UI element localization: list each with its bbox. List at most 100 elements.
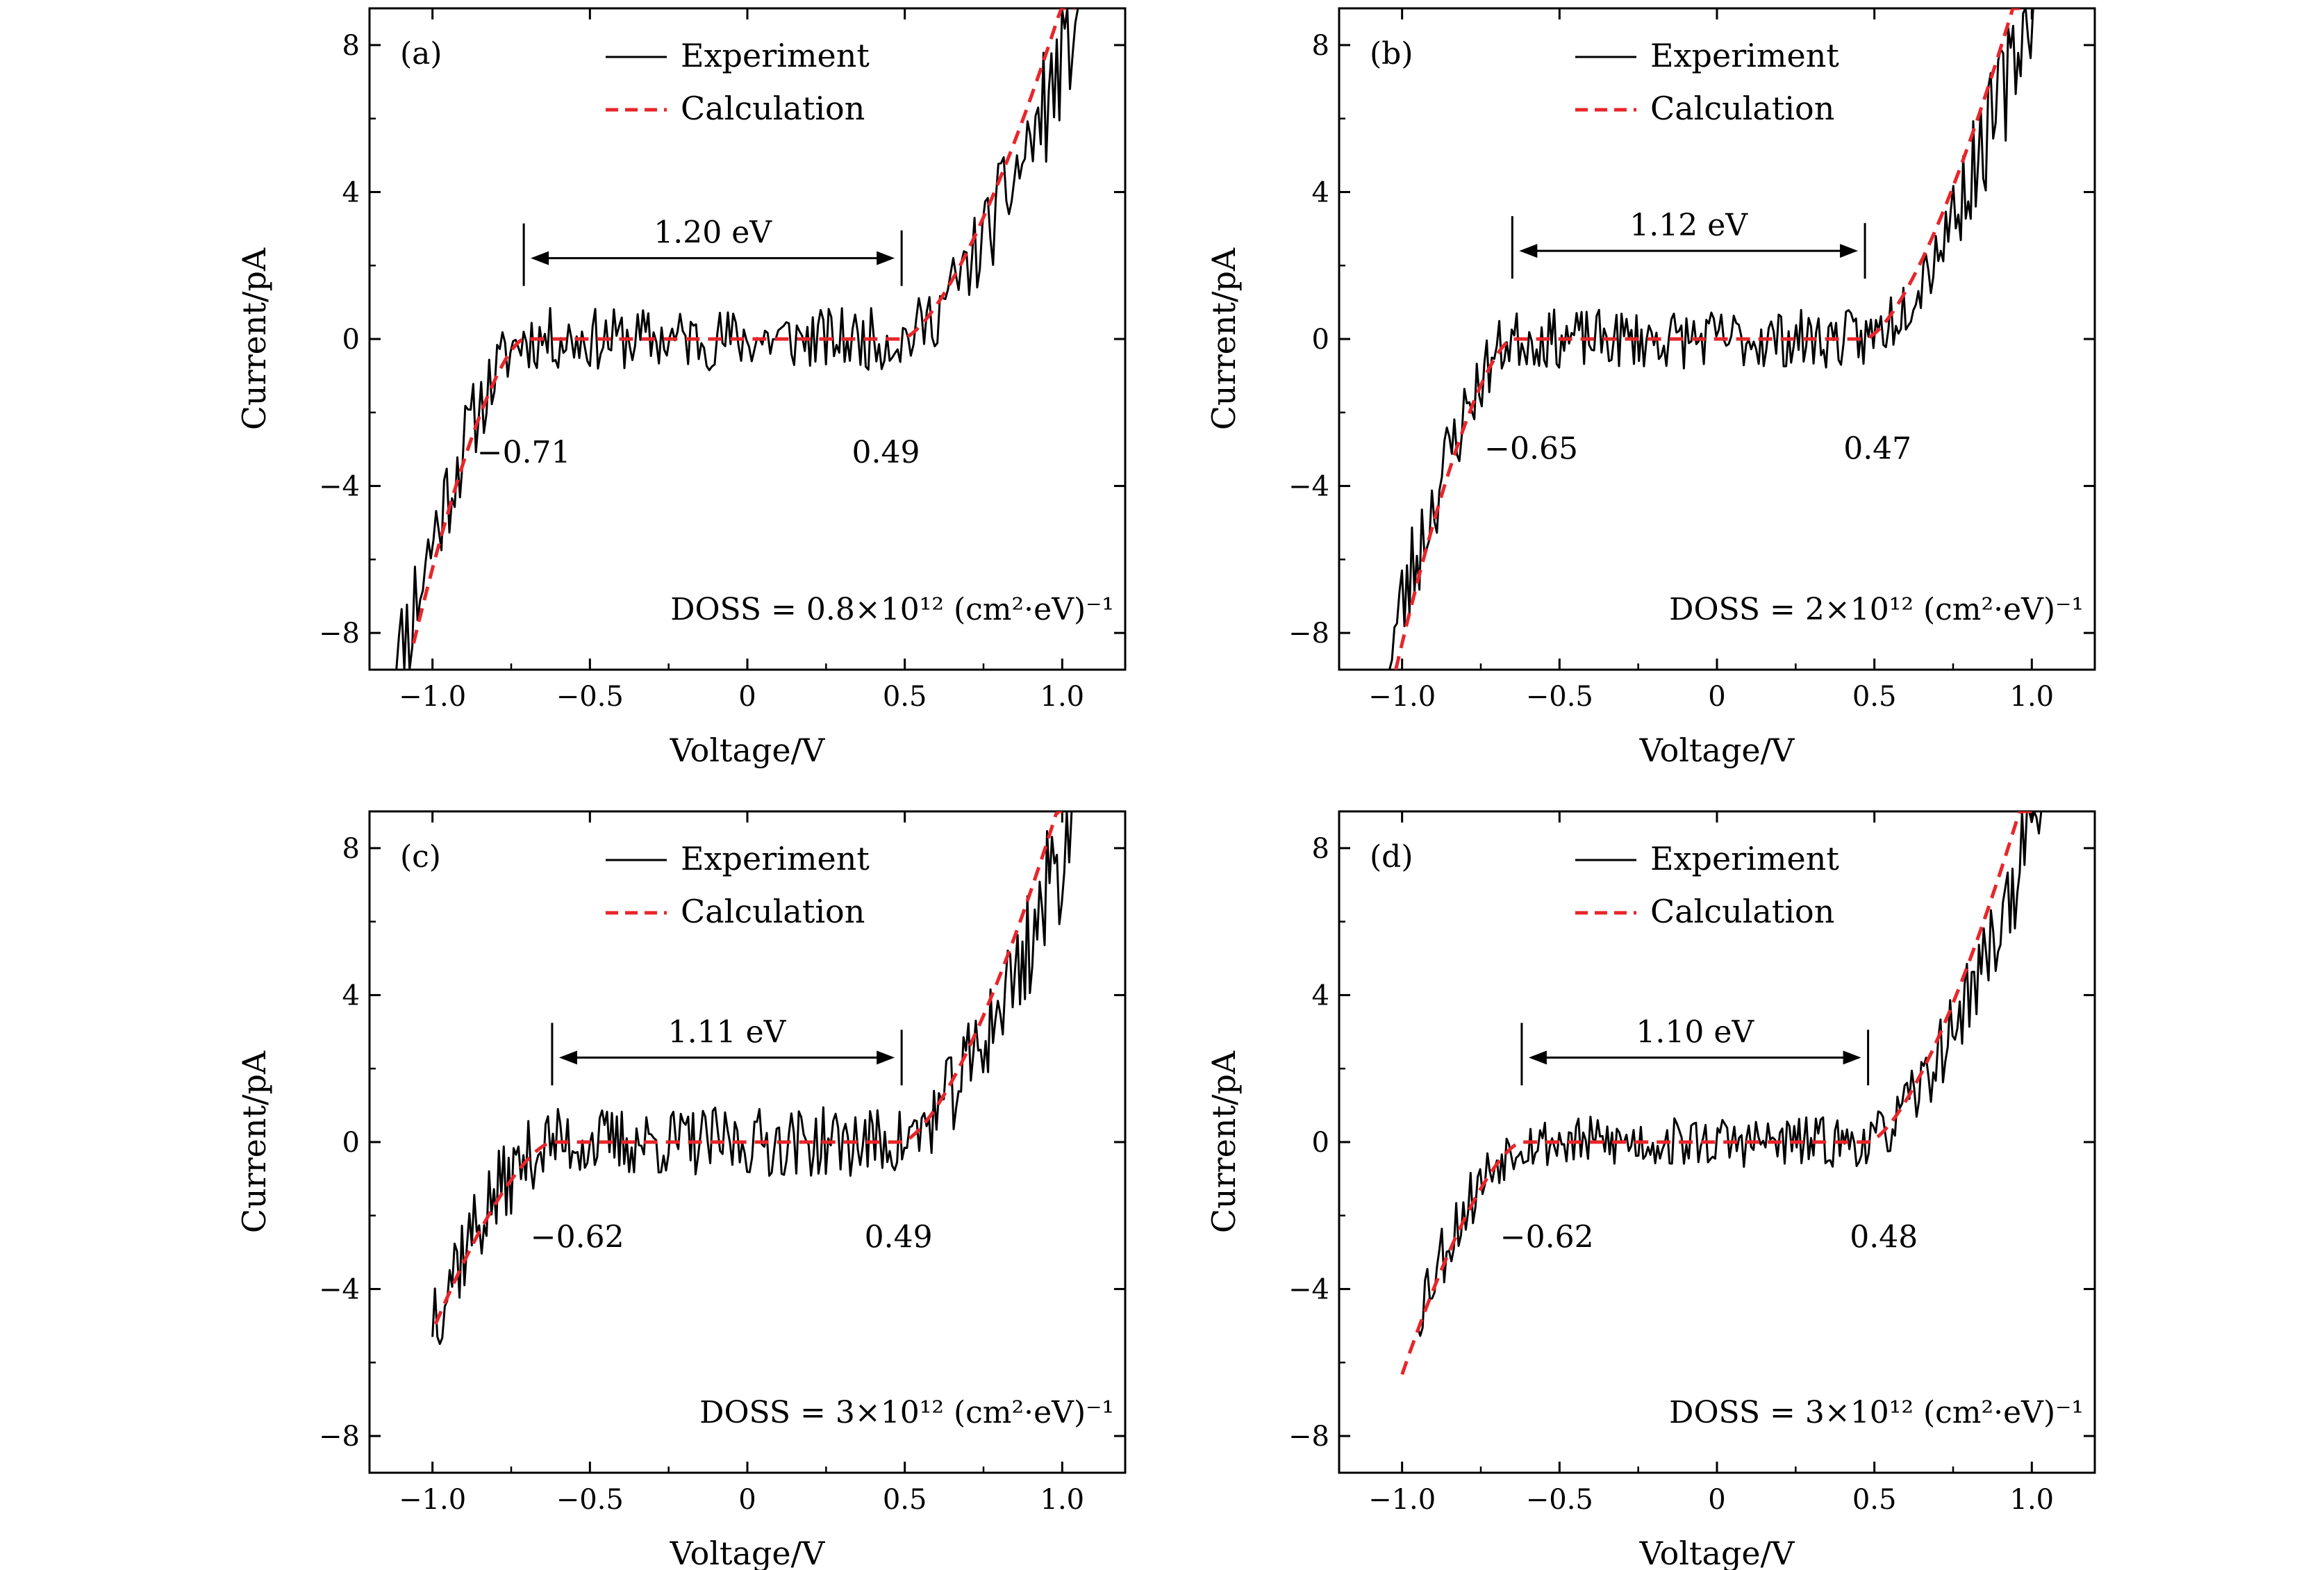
chart-panel-b: −1.0 −0.5 0 0.5 1.0 −8 −4 0 4 8 Voltage/V Current/p…: [1205, 7, 2096, 769]
panel-label: (b): [1370, 36, 1413, 72]
x-tick-label: −0.5: [556, 681, 624, 713]
doss-label: DOSS = 0.8×10¹² (cm²·eV)⁻¹: [670, 592, 1114, 627]
panel-label: (d): [1370, 839, 1413, 875]
legend-label-experiment: Experiment: [681, 37, 870, 74]
x-tick-label: −1.0: [399, 681, 466, 713]
x-axis-title: Voltage/V: [1639, 732, 1795, 769]
gap-arrowhead-left: [558, 1050, 577, 1065]
series-calculation-line: [1400, 811, 2032, 1375]
x-tick-label: −1.0: [1368, 681, 1436, 713]
gap-arrowhead-right: [1843, 1050, 1861, 1065]
y-tick-label: 8: [1312, 30, 1329, 62]
x-tick-label: 0: [738, 681, 756, 713]
y-tick-label: −8: [319, 1421, 360, 1453]
series-experiment-line: [1388, 8, 2039, 670]
y-tick-label: 0: [1312, 324, 1329, 356]
onset-annotation: 0.49: [865, 1220, 933, 1255]
x-tick-label: −0.5: [556, 1484, 624, 1516]
legend-label-calculation: Calculation: [681, 90, 865, 127]
y-axis-title: Current/pA: [235, 247, 273, 430]
y-tick-label: 4: [342, 980, 360, 1011]
onset-annotation: 0.47: [1843, 431, 1911, 467]
onset-annotation: −0.71: [477, 435, 571, 470]
y-axis-title: Current/pA: [1205, 1050, 1243, 1233]
y-tick-label: 4: [1312, 980, 1329, 1011]
x-tick-label: 1.0: [1040, 681, 1085, 713]
y-tick-label: −8: [1288, 618, 1329, 650]
legend-label-experiment: Experiment: [1650, 840, 1839, 877]
onset-annotation: −0.62: [531, 1220, 624, 1255]
x-axis-title: Voltage/V: [670, 1535, 825, 1570]
y-tick-label: 0: [342, 324, 360, 356]
x-tick-label: 1.0: [2010, 681, 2055, 713]
y-tick-label: −4: [319, 471, 360, 503]
x-tick-label: 0: [1708, 681, 1725, 713]
gap-label: 1.11 eV: [668, 1014, 787, 1050]
x-tick-label: 0.5: [1852, 681, 1897, 713]
x-tick-label: 0: [738, 1484, 756, 1516]
doss-label: DOSS = 2×10¹² (cm²·eV)⁻¹: [1669, 592, 2084, 627]
series-experiment-line: [388, 8, 1079, 670]
onset-annotation: 0.49: [852, 435, 920, 470]
y-tick-label: −8: [319, 618, 360, 650]
series-experiment-line: [1416, 811, 2043, 1337]
gap-arrowhead-left: [1519, 244, 1538, 258]
x-tick-label: −0.5: [1526, 681, 1593, 713]
series-experiment-line: [431, 811, 1073, 1346]
gap-label: 1.20 eV: [654, 215, 772, 251]
gap-label: 1.12 eV: [1629, 208, 1748, 243]
y-tick-label: 8: [1312, 833, 1329, 865]
y-tick-label: 8: [342, 30, 360, 62]
x-axis-title: Voltage/V: [670, 732, 825, 769]
plot-area: [388, 8, 1079, 670]
y-tick-label: 4: [1312, 176, 1329, 208]
x-tick-label: 0.5: [883, 1484, 927, 1516]
x-tick-label: 0.5: [883, 681, 927, 713]
plot-area: [1400, 811, 2043, 1375]
x-tick-label: −1.0: [399, 1484, 466, 1516]
x-tick-label: −0.5: [1526, 1484, 1593, 1516]
y-axis-title: Current/pA: [1205, 247, 1243, 430]
gap-arrowhead-left: [1528, 1050, 1547, 1065]
legend-label-experiment: Experiment: [1650, 37, 1839, 74]
doss-label: DOSS = 3×10¹² (cm²·eV)⁻¹: [699, 1395, 1114, 1430]
series-calculation-line: [412, 8, 1075, 644]
x-tick-label: 0: [1708, 1484, 1725, 1516]
y-tick-label: 0: [1312, 1127, 1329, 1159]
onset-annotation: −0.65: [1484, 431, 1578, 467]
y-tick-label: −4: [1288, 471, 1329, 503]
x-tick-label: −1.0: [1368, 1484, 1436, 1516]
legend-label-experiment: Experiment: [681, 840, 870, 877]
gap-arrowhead-right: [1840, 244, 1859, 258]
gap-arrowhead-right: [877, 251, 895, 265]
legend-label-calculation: Calculation: [1650, 893, 1834, 930]
y-tick-label: 0: [342, 1127, 360, 1159]
y-axis-title: Current/pA: [235, 1050, 273, 1233]
y-tick-label: 8: [342, 833, 360, 865]
legend-label-calculation: Calculation: [1650, 90, 1834, 127]
panel-label: (c): [400, 839, 441, 875]
onset-annotation: −0.62: [1500, 1220, 1594, 1255]
panel-label: (a): [400, 36, 442, 72]
gap-label: 1.10 eV: [1636, 1014, 1754, 1050]
x-tick-label: 1.0: [2010, 1484, 2055, 1516]
x-axis-title: Voltage/V: [1639, 1535, 1795, 1570]
x-tick-label: 0.5: [1852, 1484, 1897, 1516]
series-calculation-line: [433, 811, 1063, 1325]
onset-annotation: 0.48: [1850, 1220, 1918, 1255]
plot-area: [431, 811, 1073, 1346]
series-calculation-line: [1394, 8, 2026, 670]
chart-panel-a: −1.0 −0.5 0 0.5 1.0 −8 −4 0 4 8 Voltage/V Current/p…: [235, 7, 1127, 769]
y-tick-label: −8: [1288, 1421, 1329, 1453]
gap-arrowhead-right: [877, 1050, 895, 1065]
gap-arrowhead-left: [531, 251, 549, 265]
y-tick-label: −4: [1288, 1274, 1329, 1306]
chart-panel-d: −1.0 −0.5 0 0.5 1.0 −8 −4 0 4 8 Voltage/V Current/p…: [1205, 810, 2096, 1570]
chart-panel-c: −1.0 −0.5 0 0.5 1.0 −8 −4 0 4 8 Voltage/V Current/p…: [235, 810, 1127, 1570]
x-tick-label: 1.0: [1040, 1484, 1085, 1516]
legend-label-calculation: Calculation: [681, 893, 865, 930]
plot-area: [1388, 8, 2039, 670]
doss-label: DOSS = 3×10¹² (cm²·eV)⁻¹: [1669, 1395, 2084, 1430]
y-tick-label: 4: [342, 176, 360, 208]
